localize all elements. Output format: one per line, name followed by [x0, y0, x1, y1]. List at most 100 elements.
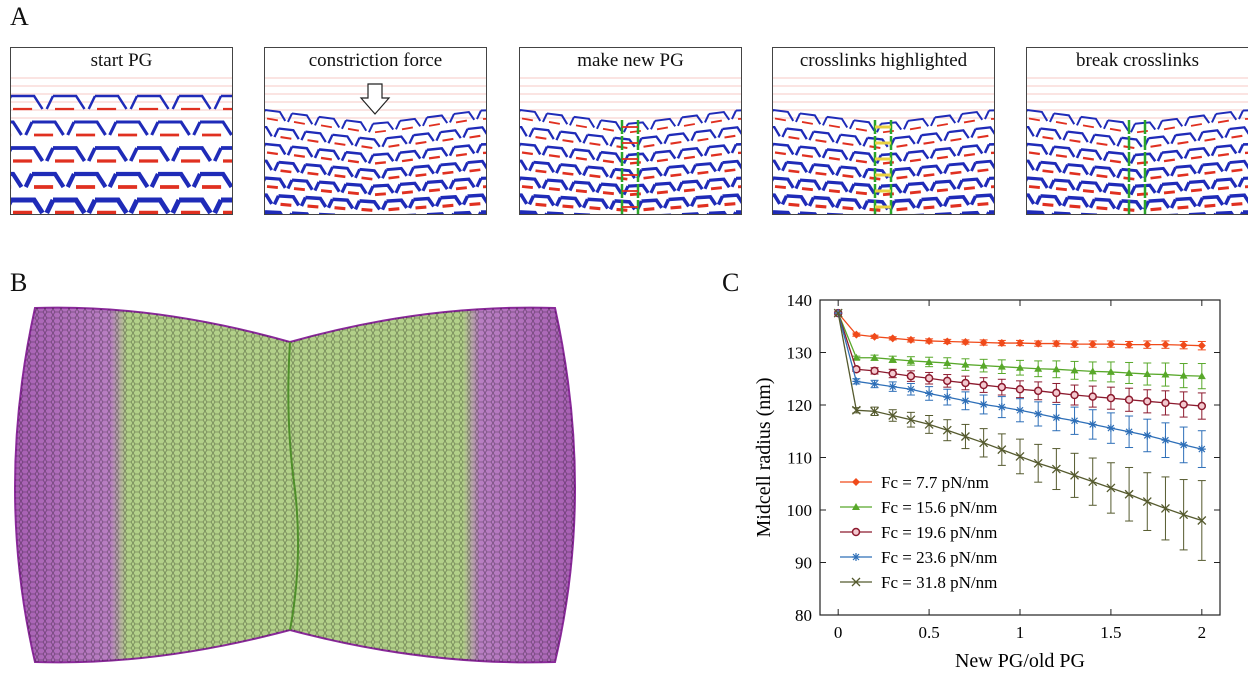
peptide-crosslink	[293, 154, 306, 158]
glycan-strand	[1237, 177, 1245, 188]
peptide-crosslink	[1082, 124, 1095, 129]
glycan-strand	[265, 210, 283, 214]
glycan-strand	[708, 144, 731, 155]
glycan-strand	[278, 194, 301, 207]
glycan-strand	[1102, 151, 1110, 162]
glycan-strand	[300, 163, 307, 174]
snapshot-constriction-force: constriction force	[264, 47, 487, 215]
glycan-strand	[300, 131, 307, 141]
data-point	[1015, 451, 1025, 461]
y-axis-label: Midcell radius (nm)	[753, 378, 775, 538]
glycan-strand	[278, 127, 300, 140]
glycan-strand	[44, 198, 56, 214]
glycan-strand	[544, 212, 549, 214]
glycan-strand	[695, 195, 718, 206]
peptide-crosslink	[656, 158, 669, 163]
glycan-strand	[582, 166, 589, 177]
peptide-crosslink	[280, 202, 292, 207]
snapshot-crosslinks-highlighted: crosslinks highlighted	[772, 47, 995, 215]
peptide-crosslink	[828, 156, 841, 161]
glycan-strand	[546, 211, 565, 214]
glycan-strand	[422, 116, 428, 127]
glycan-strand	[426, 147, 449, 157]
data-point	[852, 377, 861, 386]
glycan-strand	[813, 130, 835, 143]
snapshot-caption: constriction force	[265, 50, 486, 72]
peptide-crosslink	[774, 185, 786, 190]
peptide-crosslink	[670, 205, 682, 210]
data-point	[979, 400, 988, 409]
snapshot-caption: start PG	[11, 50, 232, 72]
data-point	[924, 373, 934, 383]
glycan-strand	[921, 196, 944, 208]
peptide-crosslink	[1109, 159, 1122, 164]
panel-label-b: B	[10, 268, 28, 297]
glycan-strand	[983, 177, 991, 188]
data-point	[870, 366, 879, 376]
glycan-strand	[108, 121, 118, 136]
glycan-strand	[1242, 109, 1248, 112]
glycan-strand	[663, 134, 670, 145]
peptide-crosslink	[1244, 117, 1248, 120]
glycan-strand	[478, 211, 483, 214]
data-point	[1070, 416, 1079, 425]
glycan-strand	[681, 147, 704, 157]
glycan-strand	[1067, 195, 1090, 208]
data-point	[1088, 477, 1098, 487]
glycan-strand	[372, 152, 395, 162]
peptide-crosslink	[562, 139, 574, 143]
glycan-strand	[53, 94, 86, 110]
legend-label: Fc = 23.6 pN/nm	[881, 548, 997, 567]
glycan-strand	[11, 171, 24, 189]
peptide-crosslink	[697, 203, 709, 208]
data-point	[870, 406, 880, 416]
glycan-strand	[1049, 113, 1055, 123]
glycan-strand	[278, 160, 300, 174]
glycan-strand	[654, 181, 677, 192]
glycan-strand	[573, 115, 596, 128]
glycan-strand	[902, 183, 910, 194]
glycan-strand	[462, 161, 469, 172]
glycan-strand	[969, 195, 978, 206]
glycan-strand	[1148, 135, 1170, 145]
peptide-crosslink	[347, 191, 359, 196]
peptide-crosslink	[293, 121, 306, 125]
glycan-strand	[902, 152, 910, 162]
glycan-strand	[368, 123, 374, 133]
glycan-strand	[1107, 150, 1130, 163]
data-point	[888, 382, 897, 391]
peptide-crosslink	[521, 151, 534, 156]
glycan-strand	[1224, 128, 1231, 138]
data-point	[1016, 363, 1024, 371]
peptide-crosslink	[855, 191, 867, 196]
peptide-crosslink	[535, 136, 547, 140]
data-point	[1070, 366, 1079, 374]
glycan-strand	[1040, 160, 1062, 174]
series-2	[834, 309, 1206, 390]
glycan-strand	[520, 176, 542, 189]
peptide-crosslink	[1190, 155, 1203, 160]
data-point	[906, 385, 915, 394]
glycan-strand	[528, 128, 535, 138]
glycan-strand	[386, 198, 409, 209]
glycan-strand	[527, 195, 536, 206]
peptide-crosslink	[548, 121, 561, 125]
data-point	[1197, 341, 1206, 350]
glycan-strand	[116, 171, 150, 189]
glycan-strand	[345, 119, 368, 132]
glycan-strand	[595, 151, 603, 162]
y-tick-label: 90	[795, 554, 812, 573]
glycan-strand	[794, 146, 802, 156]
snapshot-caption: crosslinks highlighted	[773, 50, 994, 72]
glycan-strand	[916, 166, 923, 177]
glycan-strand	[799, 211, 818, 214]
peptide-crosslink	[697, 137, 709, 142]
glycan-strand	[1156, 152, 1164, 162]
glycan-strand	[1040, 127, 1062, 140]
glycan-strand	[480, 176, 486, 180]
glycan-strand	[1129, 154, 1137, 164]
peptide-crosslink	[656, 126, 669, 131]
glycan-strand	[1169, 198, 1178, 209]
glycan-strand	[731, 110, 737, 120]
axes: 0 0.5 1 1.5 2 80 90 100 110 120 130 140	[787, 291, 1221, 642]
